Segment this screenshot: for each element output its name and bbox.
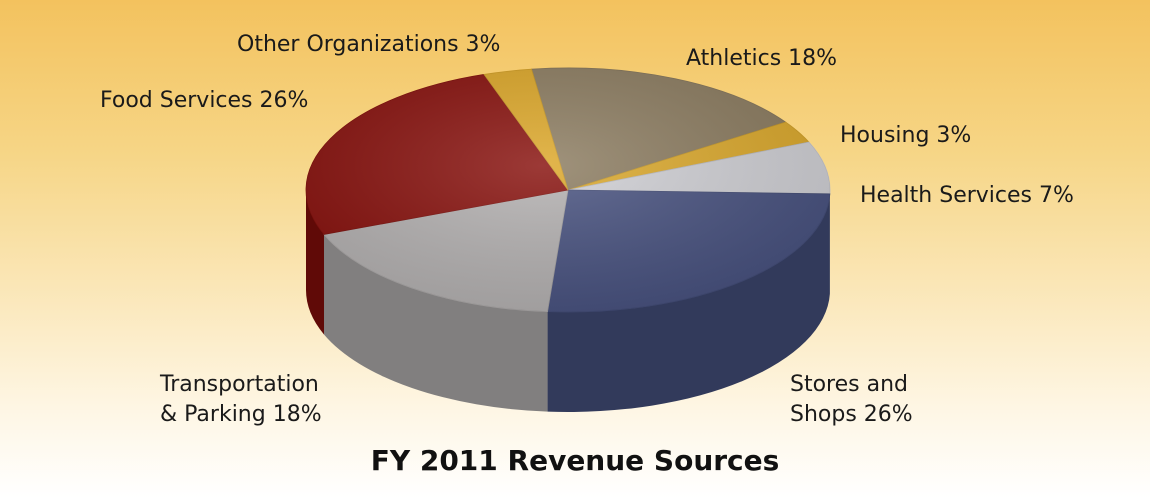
label-stores-and-shops: Stores and Shops 26%: [790, 372, 913, 427]
label-other-organizations: Other Organizations 3%: [237, 32, 501, 57]
pie-slice-side: [324, 234, 548, 412]
label-housing: Housing 3%: [840, 123, 972, 148]
chart-title: FY 2011 Revenue Sources: [370, 444, 780, 477]
pie-slice-side: [547, 193, 830, 412]
label-health-services: Health Services 7%: [860, 183, 1074, 208]
pie-top-shading: [306, 68, 830, 312]
label-transportation-parking: Transportation & Parking 18%: [160, 372, 322, 427]
label-athletics: Athletics 18%: [686, 46, 838, 71]
label-food-services: Food Services 26%: [100, 88, 309, 113]
pie-slice-side: [306, 190, 325, 335]
